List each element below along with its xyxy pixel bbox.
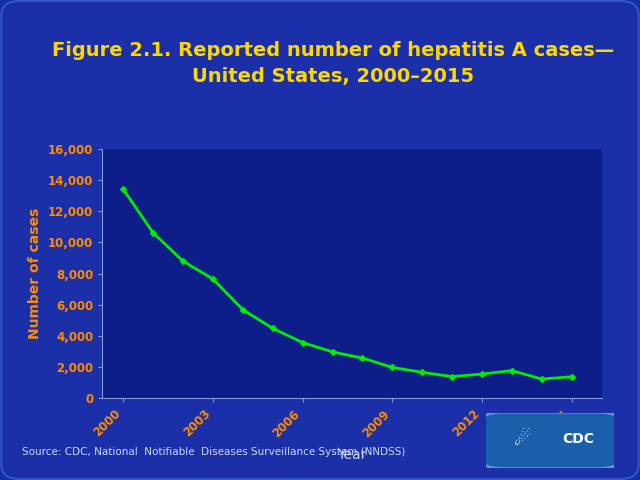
Text: Figure 2.1. Reported number of hepatitis A cases—: Figure 2.1. Reported number of hepatitis… [52,41,614,60]
Text: Source: CDC, National  Notifiable  Diseases Surveillance System (NNDSS): Source: CDC, National Notifiable Disease… [22,447,406,457]
X-axis label: Year: Year [337,448,367,462]
Text: United States, 2000–2015: United States, 2000–2015 [192,67,474,86]
FancyBboxPatch shape [483,412,618,468]
Text: ☄: ☄ [513,430,531,449]
Y-axis label: Number of cases: Number of cases [28,208,42,339]
Text: CDC: CDC [563,432,595,446]
